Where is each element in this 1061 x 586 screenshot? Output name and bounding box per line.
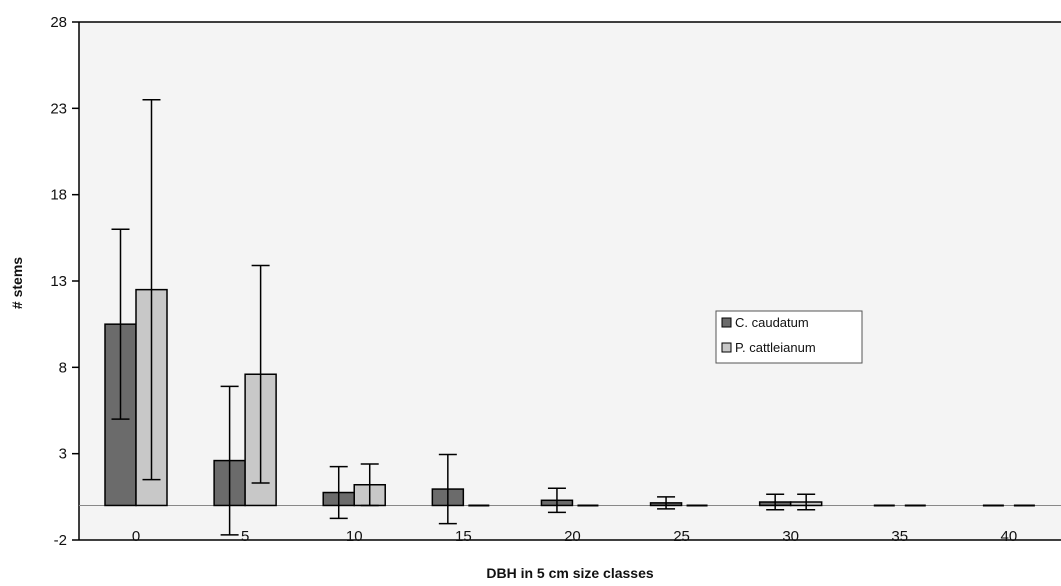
error-bars-group: [111, 98, 816, 536]
y-tick-label: 18: [50, 187, 67, 204]
x-tick-label: 20: [564, 528, 581, 545]
x-axis-title: DBH in 5 cm size classes: [486, 565, 654, 581]
x-tick-label: 0: [132, 528, 140, 545]
y-axis-title: # stems: [9, 257, 25, 309]
x-axis-labels: 0 5 10 15 20 25 30 35 40: [132, 528, 1017, 545]
legend-label-p-cattleianum: P. cattleianum: [735, 340, 816, 355]
x-tick-label: 25: [673, 528, 690, 545]
legend-swatch-p-cattleianum: [721, 342, 732, 353]
y-axis: -2 3 8 13 18 23 28: [50, 14, 1061, 549]
y-tick-label: 3: [59, 446, 67, 463]
x-tick-label: 30: [782, 528, 799, 545]
x-tick-label: 15: [455, 528, 472, 545]
legend-swatch-c-caudatum: [721, 317, 732, 328]
x-tick-label: 35: [891, 528, 908, 545]
y-tick-label: 13: [50, 273, 67, 290]
legend: C. caudatum P. cattleianum: [715, 310, 863, 364]
legend-box: [715, 310, 863, 364]
plot-area: [79, 22, 1061, 540]
legend-label-c-caudatum: C. caudatum: [735, 315, 809, 330]
x-tick-label: 10: [346, 528, 363, 545]
x-tick-label: 5: [241, 528, 249, 545]
y-tick-label: 8: [59, 359, 67, 376]
y-tick-label: 23: [50, 100, 67, 117]
x-tick-label: 40: [1001, 528, 1018, 545]
y-tick-label: 28: [50, 14, 67, 31]
y-tick-label: -2: [54, 532, 67, 549]
